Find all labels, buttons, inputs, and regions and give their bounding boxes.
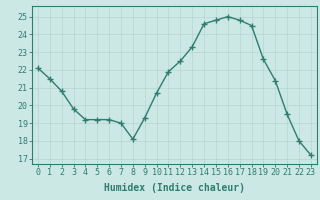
X-axis label: Humidex (Indice chaleur): Humidex (Indice chaleur): [104, 183, 245, 193]
